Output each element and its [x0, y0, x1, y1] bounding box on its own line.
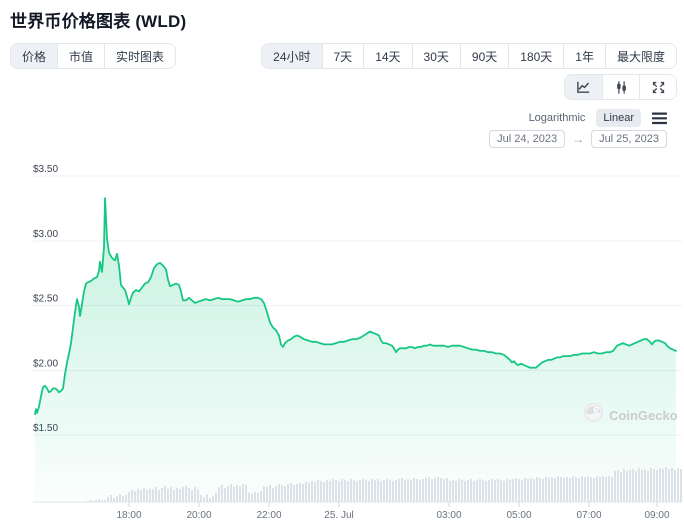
svg-text:18:00: 18:00 — [116, 510, 141, 521]
price-area-fill — [35, 198, 676, 502]
range-180d[interactable]: 180天 — [508, 44, 564, 68]
x-axis — [33, 501, 682, 507]
svg-text:25. Jul: 25. Jul — [324, 510, 353, 521]
date-range-row: Jul 24, 2023 → Jul 25, 2023 — [489, 130, 667, 148]
range-arrow-icon: → — [572, 132, 585, 146]
candlestick-button[interactable] — [602, 75, 639, 99]
tab-market-cap[interactable]: 市值 — [57, 44, 105, 68]
hamburger-icon[interactable] — [652, 112, 667, 125]
svg-text:$2.00: $2.00 — [33, 358, 58, 369]
range-14d[interactable]: 14天 — [363, 44, 412, 68]
svg-text:05:00: 05:00 — [506, 510, 531, 521]
time-range-group: 24小时 7天 14天 30天 90天 180天 1年 最大限度 — [261, 43, 677, 69]
tab-price[interactable]: 价格 — [11, 44, 58, 68]
range-24h[interactable]: 24小时 — [262, 44, 322, 68]
svg-text:22:00: 22:00 — [256, 510, 281, 521]
line-chart-icon — [577, 81, 590, 93]
range-max[interactable]: 最大限度 — [604, 44, 676, 68]
linear-toggle[interactable]: Linear — [596, 109, 641, 127]
svg-text:$3.50: $3.50 — [33, 164, 58, 175]
date-to-input[interactable]: Jul 25, 2023 — [591, 130, 667, 148]
fullscreen-button[interactable] — [639, 75, 676, 99]
volume-bars — [86, 467, 682, 502]
range-30d[interactable]: 30天 — [411, 44, 460, 68]
svg-text:03:00: 03:00 — [436, 510, 461, 521]
x-axis-labels: 18:00 20:00 22:00 25. Jul 03:00 05:00 07:00 09:… — [116, 510, 669, 521]
range-90d[interactable]: 90天 — [459, 44, 509, 68]
svg-text:09:00: 09:00 — [644, 510, 669, 521]
price-line — [34, 197, 677, 416]
svg-text:$2.50: $2.50 — [33, 294, 58, 305]
svg-text:07:00: 07:00 — [576, 510, 601, 521]
line-chart-button[interactable] — [565, 75, 602, 99]
scale-toggle-row: Logarithmic Linear — [529, 109, 667, 127]
svg-text:$3.00: $3.00 — [33, 229, 58, 240]
range-7d[interactable]: 7天 — [321, 44, 364, 68]
coingecko-watermark-text: CoinGecko — [609, 407, 678, 423]
chart-type-group — [564, 74, 677, 100]
date-from-input[interactable]: Jul 24, 2023 — [489, 130, 566, 148]
svg-text:20:00: 20:00 — [186, 510, 211, 521]
tab-live-chart[interactable]: 实时图表 — [104, 44, 176, 68]
logarithmic-toggle[interactable]: Logarithmic — [528, 112, 586, 124]
coingecko-watermark: CoinGecko — [583, 402, 678, 428]
metric-tab-group: 价格 市值 实时图表 — [10, 43, 177, 69]
coingecko-gecko-icon — [583, 402, 604, 428]
page-title: 世界币价格图表 (WLD) — [10, 12, 187, 31]
candlestick-icon — [616, 80, 626, 94]
range-1y[interactable]: 1年 — [563, 44, 605, 68]
expand-icon — [652, 81, 664, 93]
